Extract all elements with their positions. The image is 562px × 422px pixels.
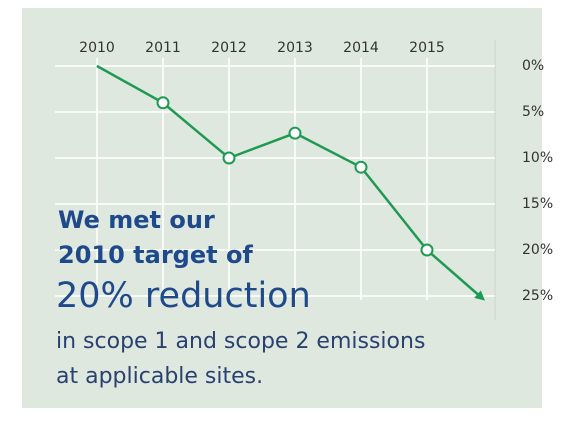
annotation: 20% reduction [56,276,311,316]
annotation: We met our [58,206,215,234]
x-tick-label: 2015 [409,40,445,56]
annotation: in scope 1 and scope 2 emissions [56,329,425,354]
trend-arrow [426,249,486,301]
y-tick-label: 5% [522,104,544,120]
point [420,243,434,257]
y-tick-label: 15% [522,196,553,212]
annotation: at applicable sites. [56,364,263,389]
x-tick-label: 2014 [343,40,379,56]
x-tick-label: 2010 [79,40,115,56]
point [156,96,170,110]
x-tick-label: 2012 [211,40,247,56]
point [354,160,368,174]
x-tick-label: 2011 [145,40,181,56]
point [288,126,302,140]
line [96,64,428,251]
y-tick-label: 10% [522,150,553,166]
x-tick-label: 2013 [277,40,313,56]
point [222,151,236,165]
annotation: 2010 target of [58,241,253,269]
y-tick-label: 25% [522,288,553,304]
y-tick-label: 20% [522,242,553,258]
panel [22,8,542,408]
y-tick-label: 0% [522,58,544,74]
